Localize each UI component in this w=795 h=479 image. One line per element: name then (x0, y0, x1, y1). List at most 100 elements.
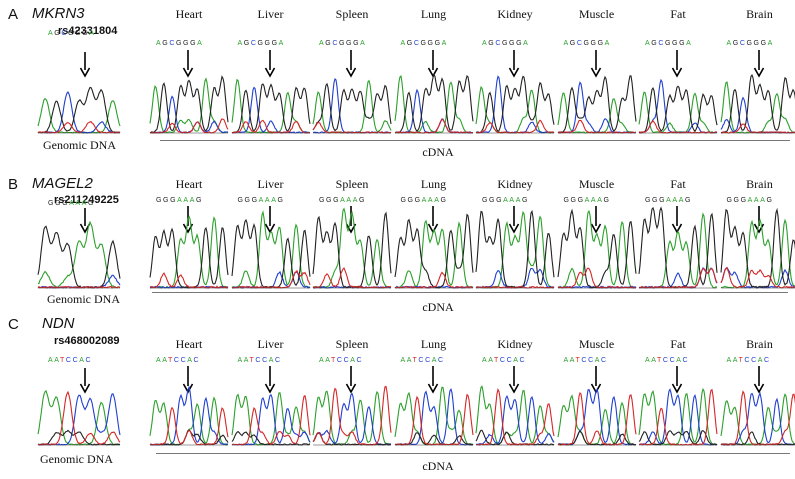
trace-g-channel (556, 208, 637, 289)
base-letter: G (156, 197, 164, 204)
base-letter: G (733, 197, 741, 204)
base-letter: A (406, 357, 413, 364)
base-letter: A (594, 357, 602, 364)
trace-c-channel (638, 388, 718, 446)
base-letter: C (519, 357, 527, 364)
trace-t-channel (149, 118, 229, 134)
gene-name-a: MKRN3 (32, 5, 85, 22)
trace-g-channel (475, 209, 555, 289)
cdna-sequence-spleen-a: AGCGGGA (319, 40, 366, 47)
base-letter: G (244, 197, 252, 204)
base-letter: A (48, 30, 55, 37)
base-letter: C (169, 40, 176, 47)
trace-c-channel (312, 392, 392, 446)
cdna-sequence-heart-a: AGCGGGA (156, 40, 203, 47)
base-letter: G (521, 197, 530, 204)
cdna-snp-arrow-fat-b (671, 206, 683, 234)
base-letter: A (509, 197, 516, 204)
base-letter: T (168, 357, 174, 364)
base-letter: A (563, 40, 570, 47)
cdna-snp-arrow-kidney-b (508, 206, 520, 234)
tissue-label-heart-b: Heart (175, 177, 203, 191)
base-letter: A (352, 197, 359, 204)
base-letter: G (760, 40, 768, 47)
cdna-snp-arrow-spleen-a (345, 50, 357, 78)
trace-a-channel (393, 386, 473, 446)
cdna-trace-liver-b (230, 210, 311, 289)
base-letter: G (501, 40, 510, 47)
base-letter: G (170, 197, 178, 204)
tissue-label-kidney-c: Kidney (497, 337, 533, 351)
base-letter: A (747, 197, 754, 204)
base-letter: A (597, 197, 604, 204)
base-letter: A (346, 197, 353, 204)
base-letter: G (54, 30, 62, 37)
trace-a-channel (230, 392, 310, 446)
tissue-label-spleen-a: Spleen (335, 7, 369, 21)
trace-t-channel (231, 119, 310, 134)
trace-t-channel (557, 119, 636, 134)
base-letter: G (67, 30, 76, 37)
base-letter: C (275, 357, 282, 364)
base-letter: C (193, 357, 201, 364)
genomic-sequence-a: AGCGGGA (48, 30, 95, 37)
tissue-label-liver-a: Liver (257, 7, 284, 21)
base-letter: G (746, 40, 754, 47)
base-letter: G (243, 40, 251, 47)
cdna-sequence-brain-a: AGCGGGA (727, 40, 774, 47)
base-letter: G (406, 40, 414, 47)
base-letter: G (251, 197, 259, 204)
base-letter: C (576, 40, 584, 47)
panel-letter-a: A (8, 6, 19, 23)
snp-id-b: rs211249225 (54, 194, 119, 206)
base-letter: T (657, 357, 663, 364)
tissue-label-heart-c: Heart (175, 337, 203, 351)
base-letter: G (590, 40, 598, 47)
base-letter: A (319, 40, 326, 47)
panel-letter-b: B (8, 176, 19, 193)
base-letter: G (664, 40, 673, 47)
base-letter: G (570, 197, 578, 204)
tissue-label-fat-c: Fat (670, 337, 686, 351)
base-letter: G (195, 197, 204, 204)
trace-a-channel (37, 97, 121, 134)
base-letter: A (162, 357, 169, 364)
cdna-snp-arrow-kidney-c (508, 366, 520, 394)
base-letter: A (400, 357, 407, 364)
base-letter: A (434, 197, 441, 204)
cdna-sequence-lung-a: AGCGGGA (401, 40, 448, 47)
base-letter: A (79, 357, 86, 364)
base-letter: G (190, 40, 198, 47)
snp-id-c: rs468002089 (54, 335, 120, 347)
trace-a-channel (312, 390, 392, 446)
base-letter: T (331, 357, 337, 364)
trace-g-channel (37, 225, 121, 289)
cdna-sequence-muscle-b: GGGAAAG (564, 197, 611, 204)
base-letter: G (163, 197, 171, 204)
tissue-label-muscle-c: Muscle (578, 337, 615, 351)
trace-g-channel (37, 86, 121, 134)
base-letter: A (427, 197, 435, 204)
cdna-rule-b (152, 292, 788, 293)
base-letter: A (268, 357, 276, 364)
base-letter: A (421, 197, 428, 204)
base-letter: G (358, 197, 367, 204)
trace-a-channel (719, 393, 795, 446)
cdna-sequence-kidney-c: AATCCAC (482, 357, 526, 364)
base-letter: G (400, 197, 408, 204)
base-letter: A (686, 40, 693, 47)
base-letter: A (569, 357, 576, 364)
trace-g-channel (149, 429, 229, 446)
cdna-sequence-liver-b: GGGAAAG (238, 197, 285, 204)
cdna-label-c: cDNA (422, 459, 454, 473)
base-letter: G (569, 40, 577, 47)
trace-c-channel (720, 391, 795, 446)
cdna-sequence-lung-c: AATCCAC (401, 357, 445, 364)
base-letter: A (197, 40, 204, 47)
base-letter: A (271, 197, 278, 204)
trace-g-channel (475, 75, 555, 134)
cdna-rule-c (156, 453, 790, 454)
cdna-trace-liver-a (230, 78, 311, 134)
trace-t-channel (557, 391, 637, 446)
base-letter: C (682, 357, 690, 364)
